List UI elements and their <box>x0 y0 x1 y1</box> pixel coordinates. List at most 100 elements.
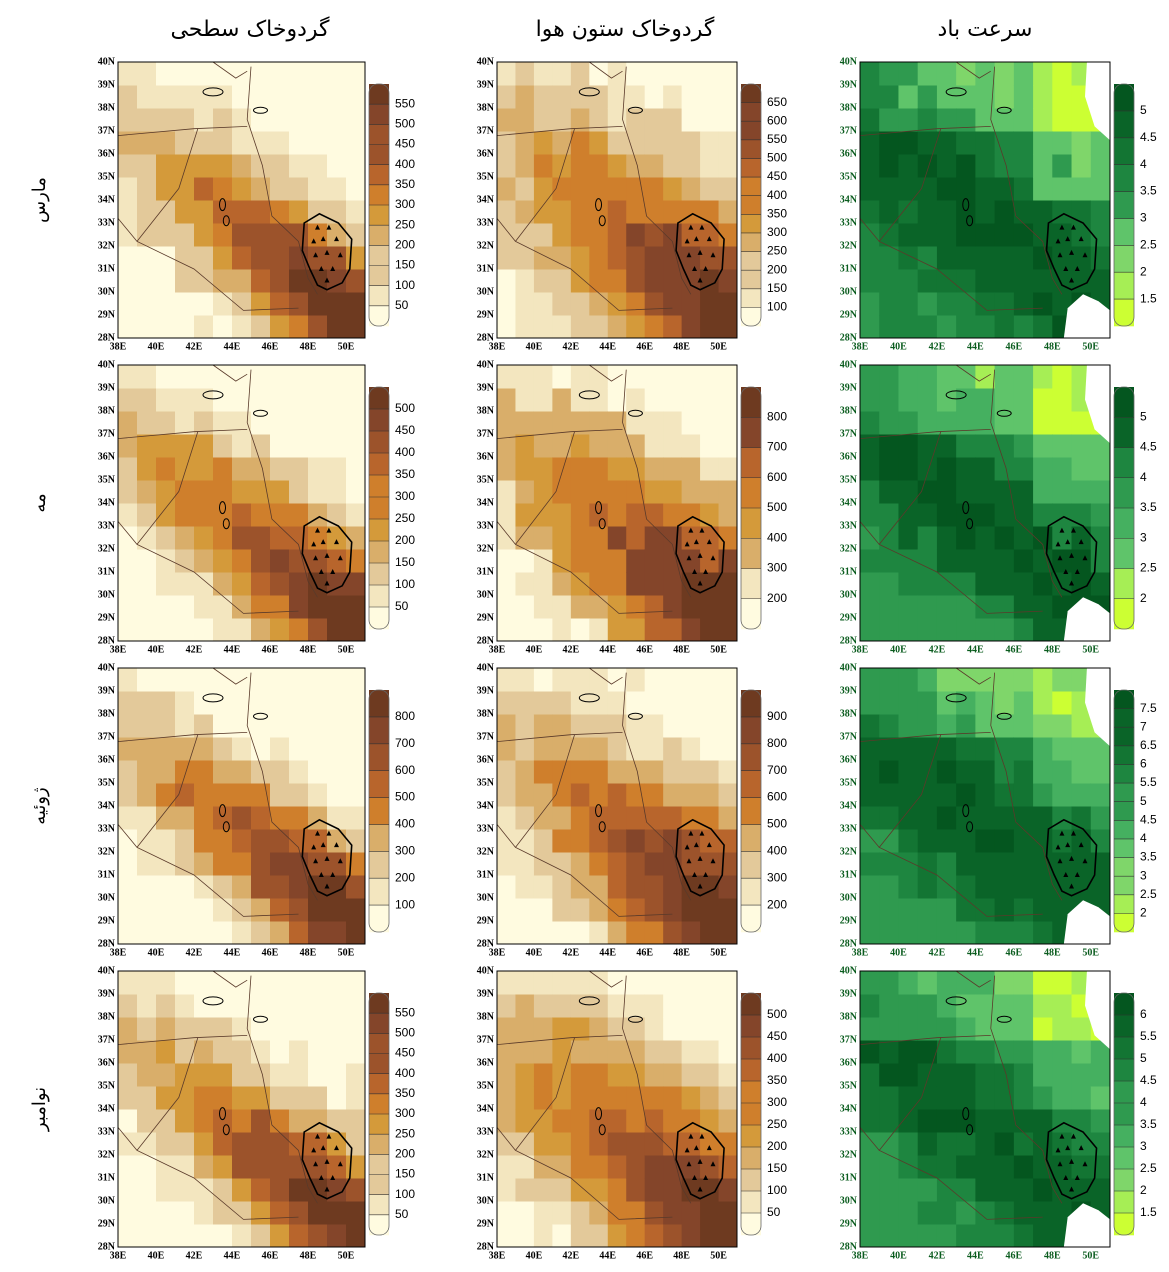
colorbar-label: 200 <box>767 897 787 911</box>
field-cell <box>681 737 701 761</box>
field-cell <box>570 480 590 504</box>
field-cell <box>1090 503 1111 527</box>
field-cell <box>1052 549 1073 573</box>
field-cell <box>994 806 1015 830</box>
field-cell <box>917 1040 938 1064</box>
field-cell <box>956 572 976 596</box>
border <box>859 824 880 848</box>
colorbar-label: 100 <box>395 897 415 911</box>
colorbar-label: 500 <box>395 117 415 131</box>
row-label: مه <box>29 493 50 512</box>
field-cell <box>956 971 976 995</box>
field-cell <box>327 691 347 715</box>
station <box>330 872 336 877</box>
colorbar-segment <box>1114 1059 1134 1082</box>
field-cell <box>589 411 609 435</box>
lon-tick-label: 44E <box>599 1250 616 1261</box>
field-cell <box>681 971 701 995</box>
field-cell <box>1090 480 1111 504</box>
station <box>1063 266 1069 271</box>
colorbar-label: 7 <box>1140 719 1147 733</box>
field-cell <box>917 994 938 1018</box>
field-cell <box>175 246 195 270</box>
field-cell <box>346 411 366 435</box>
field-cell <box>589 691 609 715</box>
colorbar-label: 150 <box>395 1167 415 1181</box>
field-cell <box>327 365 347 389</box>
lat-tick-label: 29N <box>98 612 116 623</box>
colorbar-segment <box>369 541 389 564</box>
field-cell <box>898 154 919 178</box>
field-cell <box>700 737 720 761</box>
field-cell <box>175 852 195 876</box>
station <box>703 1175 709 1180</box>
field-cell <box>515 572 535 596</box>
field-cell <box>515 1063 535 1087</box>
border <box>496 732 623 742</box>
field-cell <box>994 246 1015 270</box>
field-cell <box>879 315 899 339</box>
field-cell <box>213 1109 233 1133</box>
field-cell <box>251 62 271 86</box>
field-cell <box>860 806 880 830</box>
field-cell <box>994 595 1015 619</box>
border <box>589 364 623 382</box>
field-cell <box>497 411 516 435</box>
field-cell <box>118 668 138 692</box>
colorbar-segment <box>369 453 389 476</box>
field-cell <box>898 852 919 876</box>
field-cell <box>607 1201 627 1225</box>
field-cell <box>626 131 646 155</box>
field-cell <box>346 434 366 458</box>
field-cell <box>626 549 646 573</box>
field-cell <box>898 1201 919 1225</box>
lon-tick-label: 42E <box>186 644 203 655</box>
colorbar-segment <box>741 993 761 1016</box>
colorbar-label: 350 <box>395 1086 415 1100</box>
field-cell <box>898 365 919 389</box>
field-cell <box>137 457 157 481</box>
field-cell <box>898 971 919 995</box>
field-cell <box>533 994 553 1018</box>
station <box>1057 858 1063 864</box>
field-cell <box>589 223 609 247</box>
border <box>117 126 248 136</box>
field-cell <box>570 806 590 830</box>
lon-tick-label: 46E <box>636 341 653 352</box>
field-cell <box>663 1086 683 1110</box>
field-cell <box>1090 737 1111 761</box>
field-cell <box>1052 668 1073 692</box>
field-cell <box>607 1132 627 1156</box>
field-cell <box>213 1201 233 1225</box>
field-cell <box>137 411 157 435</box>
field-cell <box>137 691 157 715</box>
field-cell <box>137 549 157 573</box>
field-cell <box>251 549 271 573</box>
field-cell <box>346 760 366 784</box>
lat-tick-label: 32N <box>98 543 116 554</box>
field-cell <box>308 898 328 922</box>
field-cell <box>681 480 701 504</box>
lake <box>627 1015 643 1023</box>
field-cell <box>975 1086 996 1110</box>
field-cell <box>118 829 138 853</box>
field-cell <box>975 852 996 876</box>
field-cell <box>718 1178 738 1202</box>
field-cell <box>270 1017 290 1041</box>
lon-tick-label: 40E <box>148 947 165 958</box>
colorbar-segment <box>369 1114 389 1135</box>
field-cell <box>975 480 996 504</box>
station <box>692 569 698 574</box>
colorbar-label: 400 <box>767 188 787 202</box>
colorbar-segment <box>741 307 761 327</box>
field-cell <box>718 760 738 784</box>
field-cell <box>589 108 609 132</box>
lat-tick-label: 28N <box>840 1241 858 1252</box>
station <box>334 236 339 242</box>
field-cell <box>718 691 738 715</box>
colorbar-frame <box>740 689 762 933</box>
field-cell <box>626 434 646 458</box>
lat-tick-label: 39N <box>98 382 116 393</box>
field-cell <box>232 1155 252 1179</box>
lon-tick-label: 48E <box>673 947 690 958</box>
